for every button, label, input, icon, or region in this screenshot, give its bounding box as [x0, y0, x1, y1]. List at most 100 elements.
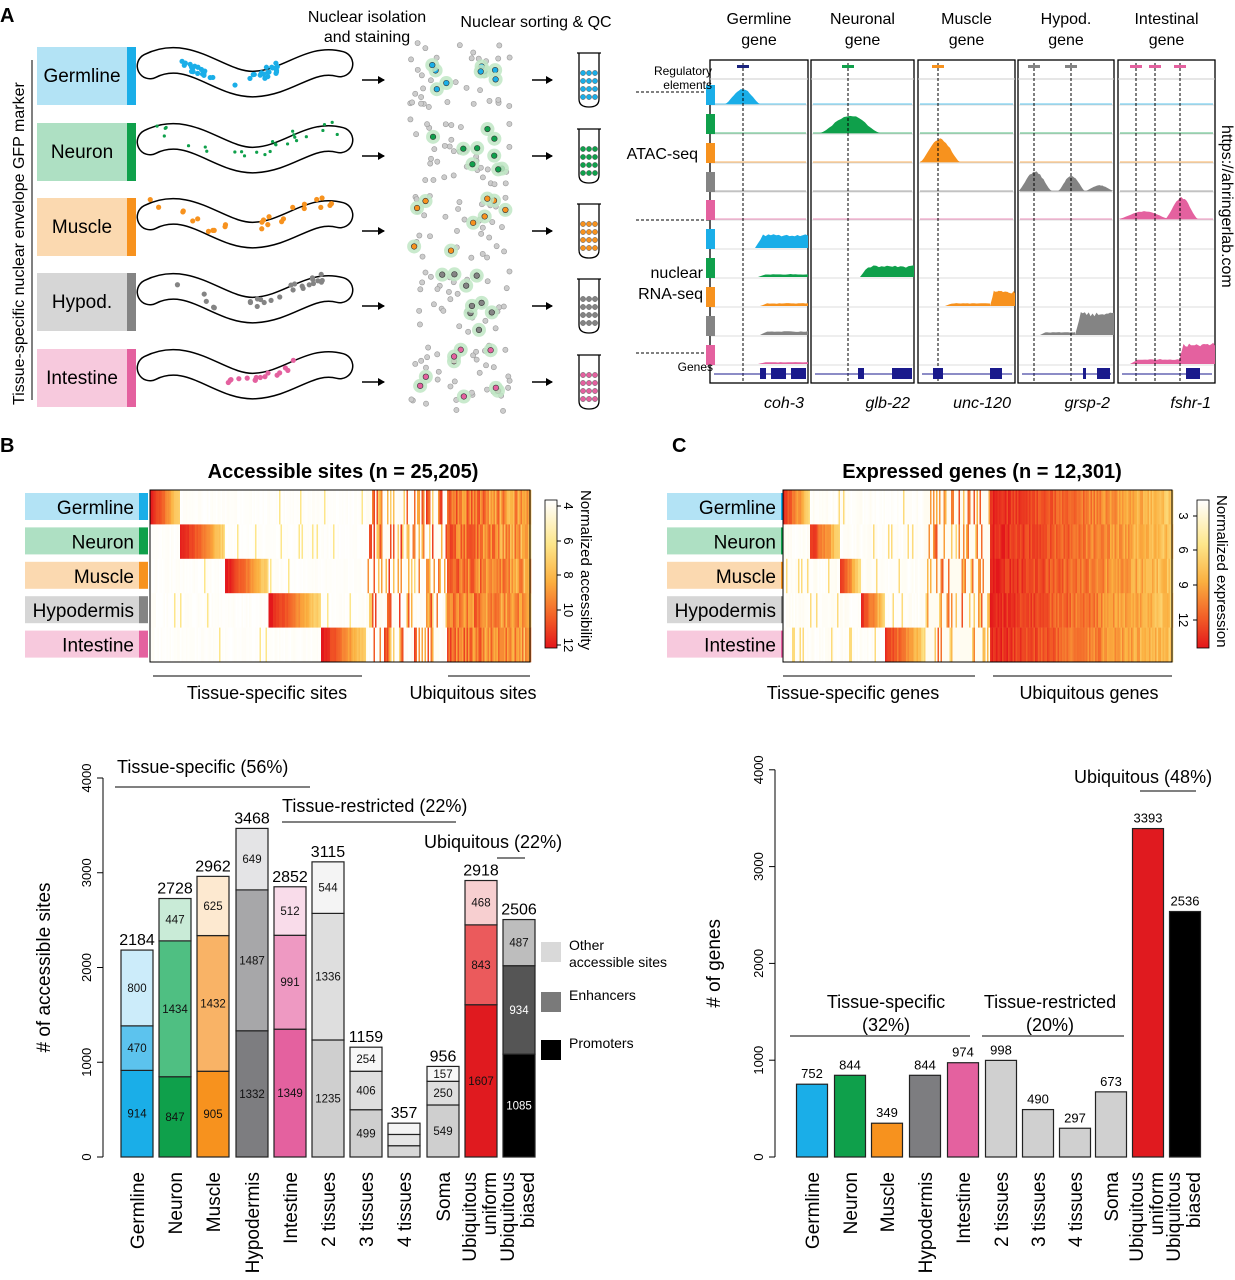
heatmap-cell: [823, 627, 826, 663]
nucleus-dot: [244, 375, 250, 381]
heatmap-cell: [838, 593, 841, 628]
heatmap-cell: [358, 524, 361, 560]
heatmap-cell: [1026, 490, 1028, 525]
heatmap-cell: [978, 524, 980, 560]
heatmap-cell: [1092, 627, 1094, 663]
y-axis-label: # of accessible sites: [34, 882, 55, 1052]
heatmap-cell: [228, 558, 230, 594]
heatmap-cell: [1170, 490, 1172, 525]
heatmap-cell: [1159, 524, 1162, 560]
nucleus-dot: [291, 129, 295, 133]
heatmap-cell: [954, 524, 956, 560]
heatmap-cell: [1140, 593, 1142, 628]
heatmap-cell: [921, 524, 923, 560]
heatmap-cell: [813, 524, 815, 560]
heatmap-cell: [931, 490, 934, 525]
heatmap-cell: [150, 490, 152, 525]
row-label: Hypodermis: [675, 601, 776, 622]
heatmap-cell: [1143, 558, 1145, 594]
heatmap-cell: [468, 627, 470, 663]
heatmap-cell: [1125, 558, 1127, 594]
bar-segment: [349, 1109, 383, 1158]
gene-column-title: Germline: [727, 11, 792, 28]
heatmap-cell: [298, 627, 301, 663]
heatmap-cell: [1137, 593, 1139, 628]
heatmap-cell: [334, 558, 337, 594]
sorted-nucleus: [586, 86, 592, 92]
heatmap-cell: [196, 490, 199, 525]
heatmap-cell: [243, 627, 245, 663]
heatmap-cell: [273, 524, 275, 560]
heatmap-cell: [186, 593, 188, 628]
heatmap-cell: [1053, 593, 1055, 628]
heatmap-cell: [903, 490, 905, 525]
heatmap-cell: [450, 627, 452, 663]
heatmap-cell: [1099, 558, 1102, 594]
heatmap-cell: [526, 558, 529, 594]
segment-value-label: 649: [242, 854, 261, 866]
tissue-color-bar: [127, 47, 136, 105]
nucleus: [441, 174, 448, 181]
heatmap-cell: [196, 558, 199, 594]
heatmap-cell: [172, 593, 175, 628]
heatmap-cell: [385, 627, 388, 663]
heatmap-cell: [292, 490, 295, 525]
heatmap-cell: [400, 524, 403, 560]
signal-peak: [758, 362, 808, 364]
heatmap-cell: [1098, 524, 1100, 560]
heatmap-cell: [427, 524, 430, 560]
heatmap-cell: [297, 524, 299, 560]
heatmap-cell: [1021, 627, 1024, 663]
heatmap-cell: [1156, 627, 1159, 663]
heatmap-cell: [208, 524, 211, 560]
heatmap-cell: [280, 490, 283, 525]
heatmap-cell: [933, 627, 935, 663]
heatmap-cell: [1134, 490, 1136, 525]
heatmap-cell: [288, 490, 290, 525]
heatmap-cell: [232, 593, 235, 628]
heatmap-cell: [937, 524, 940, 560]
gene-exon: [1186, 368, 1200, 379]
heatmap-cell: [412, 593, 415, 628]
heatmap-cell: [873, 558, 875, 594]
heatmap-cell: [319, 627, 322, 663]
heatmap-cell: [216, 593, 218, 628]
nucleus-dot: [186, 144, 191, 148]
heatmap-cell: [384, 524, 386, 560]
heatmap-cell: [405, 558, 407, 594]
heatmap-cell: [1029, 593, 1031, 628]
gfp-nucleus: [463, 282, 470, 289]
heatmap-cell: [481, 490, 484, 525]
heatmap-cell: [151, 627, 154, 663]
heatmap-cell: [180, 627, 182, 663]
heatmap-cell: [1029, 490, 1031, 525]
heatmap-cell: [346, 558, 349, 594]
heatmap-cell: [343, 627, 346, 663]
heatmap-cell: [876, 490, 878, 525]
heatmap-cell: [172, 524, 175, 560]
heatmap-cell: [885, 627, 887, 663]
heatmap-cell: [459, 558, 461, 594]
heatmap-cell: [1092, 524, 1094, 560]
heatmap-cell: [162, 627, 164, 663]
heatmap-frame: [782, 489, 1173, 663]
heatmap-cell: [519, 524, 521, 560]
heatmap-cell: [381, 524, 383, 560]
heatmap-cell: [360, 524, 362, 560]
heatmap-cell: [847, 524, 850, 560]
heatmap-cell: [805, 593, 808, 628]
heatmap-cell: [450, 558, 452, 594]
heatmap-cell: [1090, 558, 1093, 594]
nucleus-dot: [294, 139, 299, 143]
heatmap-cell: [870, 593, 872, 628]
bar-segment: [158, 897, 192, 942]
heatmap-cell: [411, 558, 413, 594]
heatmap-cell: [828, 558, 830, 594]
heatmap-cell: [1135, 490, 1138, 525]
heatmap-cell: [1057, 627, 1060, 663]
heatmap-cell: [990, 490, 992, 525]
gene-column-title: Hypod.: [1041, 11, 1092, 28]
heatmap-cell: [367, 593, 370, 628]
heatmap-cell: [882, 593, 884, 628]
heatmap-cell: [1020, 627, 1022, 663]
